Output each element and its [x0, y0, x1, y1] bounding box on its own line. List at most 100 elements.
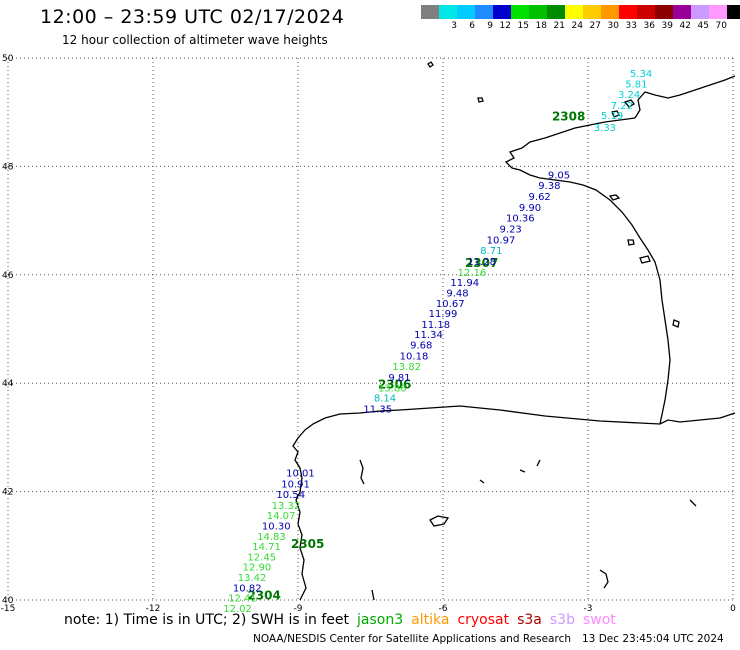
- credit-line: NOAA/NESDIS Center for Satellite Applica…: [253, 633, 571, 645]
- pass-time-labels: 2308 2307 2306 2305 2304: [247, 109, 585, 602]
- wave-height-label: 14.07: [267, 511, 296, 522]
- iberia-coastline: [292, 405, 736, 601]
- wave-height-label: 3.24: [618, 90, 640, 101]
- wave-height-label: 10.54: [276, 490, 305, 501]
- reservoir: [479, 479, 485, 484]
- wave-height-label: 12.16: [458, 268, 487, 279]
- pass-time-label: 2306: [378, 378, 411, 392]
- satellite-label: s3b: [549, 612, 575, 628]
- legend-label: 24: [571, 21, 583, 31]
- wave-height-label: 10.97: [487, 235, 516, 246]
- channel-island: [623, 99, 635, 108]
- satellite-label: s3a: [517, 612, 542, 628]
- wave-height-label: 3.33: [594, 123, 616, 134]
- wave-height-label: 5.19: [601, 111, 623, 122]
- france-west-coastline: [539, 177, 671, 425]
- satellite-legend: jason3 altika cryosat s3a s3b swot: [349, 612, 616, 628]
- wave-height-label: 10.18: [400, 351, 429, 362]
- legend-label: 3: [451, 21, 457, 31]
- legend-swatch: [439, 5, 457, 19]
- legend-label: 30: [607, 21, 619, 31]
- satellite-label: swot: [582, 612, 616, 628]
- wave-height-label: 10.36: [506, 214, 535, 225]
- wave-height-label: 10.01: [286, 468, 315, 479]
- island: [427, 61, 434, 68]
- legend-swatch: [691, 5, 709, 19]
- wave-height-label: 9.05: [548, 170, 570, 181]
- wave-height-label: 10.91: [281, 479, 310, 490]
- footer-note: note: 1) Time is in UTC; 2) SWH is in fe…: [64, 612, 616, 628]
- legend-label: 9: [487, 21, 493, 31]
- coastline: [292, 61, 736, 601]
- wave-height-label: 12.90: [243, 563, 272, 574]
- wave-height-label: 11.99: [429, 309, 458, 320]
- legend-label: 18: [535, 21, 547, 31]
- wave-height-label: 14.71: [252, 542, 281, 553]
- island: [477, 97, 484, 103]
- legend-swatches: [421, 5, 740, 19]
- wave-height-label: 11.35: [363, 404, 392, 415]
- lat-tick-label: 50: [2, 54, 14, 64]
- wave-height-label: 12.41: [228, 594, 257, 605]
- island: [672, 319, 680, 328]
- legend-label: 15: [517, 21, 529, 31]
- wave-height-label: 8.14: [374, 394, 396, 405]
- pass-time-label: 2308: [552, 109, 585, 123]
- legend-label: 33: [625, 21, 637, 31]
- reservoir: [536, 459, 541, 467]
- wave-height-label: 5.81: [625, 79, 647, 90]
- legend-swatch: [511, 5, 529, 19]
- wave-height-label: 10.82: [233, 583, 262, 594]
- legend-swatch: [727, 5, 740, 19]
- note-text: note: 1) Time is in UTC; 2) SWH is in fe…: [64, 612, 350, 628]
- wave-height-label: 10.30: [262, 522, 291, 533]
- map-subtitle: 12 hour collection of altimeter wave hei…: [62, 33, 328, 47]
- legend-swatch: [655, 5, 673, 19]
- legend-swatch: [457, 5, 475, 19]
- legend-swatch: [583, 5, 601, 19]
- brittany-coastline: [504, 117, 636, 179]
- wave-height-label: 13.42: [238, 573, 267, 584]
- channel-island: [611, 110, 620, 118]
- normandy-coastline: [634, 75, 736, 119]
- wave-height-label: 9.48: [446, 288, 468, 299]
- legend-label: 70: [715, 21, 727, 31]
- reservoir: [371, 589, 375, 601]
- legend-label: 6: [469, 21, 475, 31]
- axis-tick-labels: -15 -12 -9 -6 -3 0 50 48 46 44 42 40: [1, 54, 736, 614]
- legend-swatch: [493, 5, 511, 19]
- lat-tick-label: 42: [2, 488, 13, 498]
- satellite-label: cryosat: [457, 612, 510, 628]
- lat-lon-grid: [7, 57, 734, 601]
- island: [639, 255, 651, 264]
- legend-label: 36: [643, 21, 655, 31]
- legend-label: 27: [589, 21, 601, 31]
- wave-height-label: 12.02: [223, 604, 252, 615]
- lon-tick-label: -6: [439, 604, 448, 614]
- wave-height-label: 14.83: [257, 532, 286, 543]
- lon-tick-label: -3: [584, 604, 593, 614]
- pass-time-label: 2304: [247, 588, 280, 602]
- legend-swatch: [619, 5, 637, 19]
- wave-height-label: 9.62: [529, 192, 551, 203]
- reservoir: [359, 459, 365, 485]
- legend-swatch: [709, 5, 727, 19]
- satellite-label: altika: [411, 612, 450, 628]
- legend-swatch: [673, 5, 691, 19]
- legend-swatch: [529, 5, 547, 19]
- legend-swatch: [547, 5, 565, 19]
- wave-height-label: 7.22: [611, 101, 633, 112]
- legend-label: 21: [553, 21, 565, 31]
- wave-height-label: 11.18: [421, 320, 450, 331]
- timestamp: 13 Dec 23:45:04 UTC 2024: [582, 633, 724, 645]
- wave-height-label: 9.38: [538, 181, 560, 192]
- wave-height-label: 9.23: [500, 225, 522, 236]
- wave-height-label: 11.34: [414, 330, 443, 341]
- pass-time-label: 2307: [465, 256, 498, 270]
- island: [627, 239, 635, 246]
- wave-height-label: 12.45: [247, 552, 276, 563]
- reservoir: [429, 515, 450, 527]
- wave-height-label: 9.90: [519, 203, 541, 214]
